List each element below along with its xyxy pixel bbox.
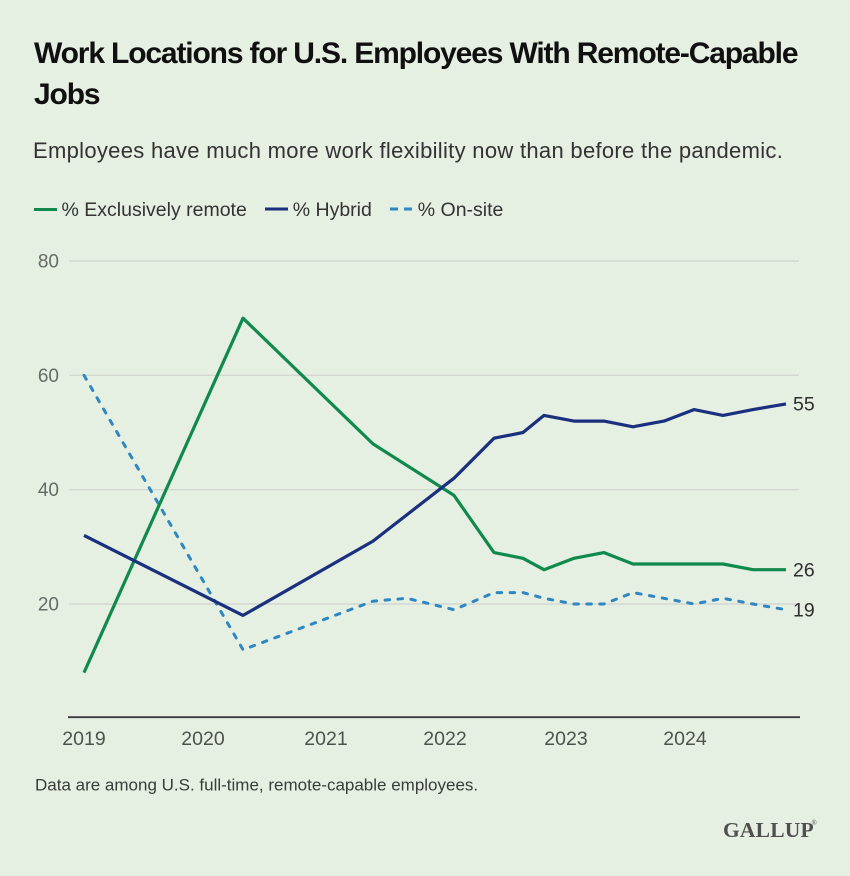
svg-text:2024: 2024 xyxy=(663,728,707,750)
svg-text:55: 55 xyxy=(793,394,815,416)
svg-text:2023: 2023 xyxy=(544,728,587,750)
svg-text:40: 40 xyxy=(38,480,59,501)
svg-text:20: 20 xyxy=(38,595,59,616)
svg-text:GALLUP: GALLUP xyxy=(723,818,814,842)
svg-text:2021: 2021 xyxy=(304,728,347,750)
svg-text:26: 26 xyxy=(793,560,815,582)
svg-text:80: 80 xyxy=(38,252,59,273)
svg-text:®: ® xyxy=(812,819,818,827)
svg-text:Data are among U.S. full-time,: Data are among U.S. full-time, remote-ca… xyxy=(35,776,478,795)
svg-text:19: 19 xyxy=(793,600,815,622)
svg-text:2022: 2022 xyxy=(423,728,466,750)
svg-text:2019: 2019 xyxy=(62,728,105,750)
svg-text:2020: 2020 xyxy=(181,728,225,750)
svg-text:60: 60 xyxy=(38,366,59,387)
